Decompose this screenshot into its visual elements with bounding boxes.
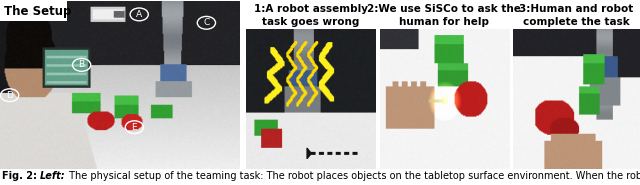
Text: E: E <box>132 123 137 132</box>
Text: C: C <box>204 18 209 27</box>
Text: Fig. 2:: Fig. 2: <box>2 171 37 181</box>
Text: human for help: human for help <box>399 17 489 27</box>
Text: complete the task: complete the task <box>523 17 630 27</box>
Text: 3:Human and robot: 3:Human and robot <box>519 4 634 14</box>
Text: D: D <box>6 91 13 100</box>
Text: 1:A robot assembly: 1:A robot assembly <box>254 4 368 14</box>
Text: Left:: Left: <box>40 171 66 181</box>
Text: A: A <box>136 10 142 19</box>
Text: task goes wrong: task goes wrong <box>262 17 360 27</box>
Text: 2:We use SiSCo to ask the: 2:We use SiSCo to ask the <box>367 4 521 14</box>
Text: B: B <box>79 60 84 69</box>
FancyBboxPatch shape <box>0 1 67 21</box>
Text: The Setup: The Setup <box>4 5 71 18</box>
Text: The physical setup of the teaming task: The robot places objects on the tabletop: The physical setup of the teaming task: … <box>66 171 640 181</box>
